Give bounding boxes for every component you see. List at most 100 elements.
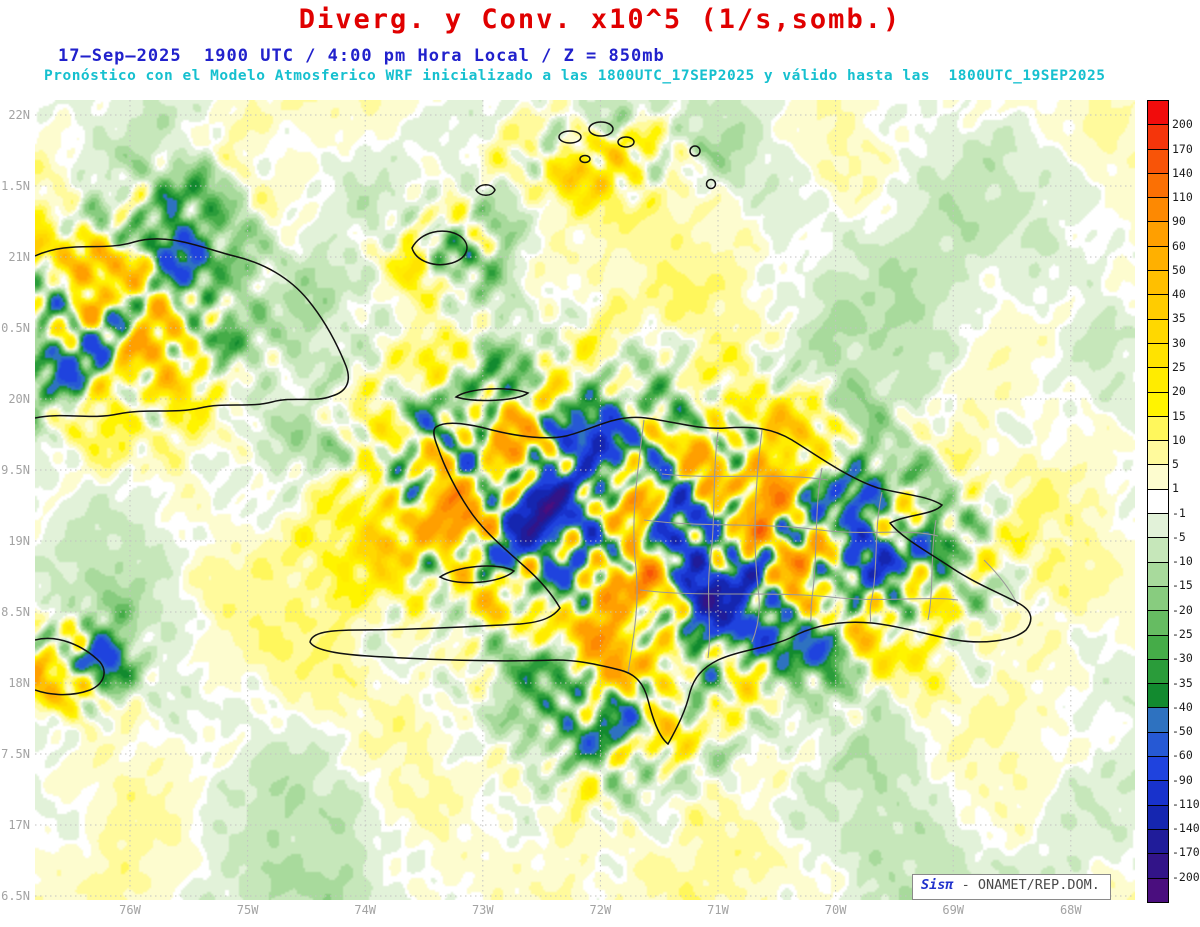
- colorbar-segment: [1148, 125, 1168, 150]
- gonave-island: [438, 565, 516, 584]
- lon-tick-label: 71W: [707, 903, 729, 917]
- lon-tick-label: 75W: [236, 903, 259, 917]
- jamaica-coastline: [35, 637, 105, 696]
- lat-tick-label: 19N: [8, 534, 30, 548]
- colorbar-segment: [1148, 343, 1168, 369]
- attribution-org: [954, 877, 962, 893]
- province-border: [707, 431, 719, 659]
- lat-tick-label: 18N: [8, 676, 30, 690]
- colorbar-segment: [1148, 659, 1168, 685]
- colorbar-tick-label: -200: [1172, 869, 1200, 884]
- colorbar-tick-label: 40: [1172, 287, 1186, 302]
- province-border: [661, 473, 829, 481]
- colorbar-tick-label: -1: [1172, 505, 1186, 520]
- latlon-gridlines: [35, 100, 1135, 900]
- colorbar-segment: [1148, 684, 1168, 709]
- province-border: [869, 491, 883, 623]
- great-inagua-island: [411, 230, 468, 266]
- colorbar-segment: [1148, 392, 1168, 417]
- colorbar-tick-label: 110: [1172, 190, 1193, 205]
- attribution-text: - ONAMET/REP.DOM.: [961, 877, 1100, 893]
- colorbar-segment: [1148, 368, 1168, 393]
- colorbar-tick-label: -20: [1172, 602, 1193, 617]
- colorbar-segment: [1148, 829, 1168, 855]
- colorbar-tick-label: 200: [1172, 117, 1193, 132]
- lat-tick-label: 0.5N: [1, 321, 30, 335]
- colorbar-tick-label: -35: [1172, 675, 1193, 690]
- colorbar-tick-label: 1: [1172, 481, 1179, 496]
- haiti-dr-border: [627, 419, 645, 675]
- colorbar-tick-label: 140: [1172, 165, 1193, 180]
- colorbar-segment: [1148, 514, 1168, 539]
- colorbar-tick-label: -170: [1172, 845, 1200, 860]
- colorbar-tick-label: 60: [1172, 238, 1186, 253]
- province-border: [643, 519, 939, 537]
- colorbar-segment: [1148, 586, 1168, 612]
- colorbar-tick-label: 35: [1172, 311, 1186, 326]
- province-border: [927, 519, 937, 621]
- caicos-island: [558, 130, 582, 144]
- lon-tick-label: 74W: [354, 903, 377, 917]
- lon-tick-label: 73W: [471, 903, 494, 917]
- attribution-brand: Sisπ: [921, 877, 954, 893]
- colorbar-tick-label: -60: [1172, 748, 1193, 763]
- colorbar-tick-label: 50: [1172, 262, 1186, 277]
- lon-tick-label: 76W: [119, 903, 141, 917]
- colorbar-tick-label: 90: [1172, 214, 1186, 229]
- lat-tick-label: 6.5N: [1, 889, 30, 903]
- colorbar-tick-label: -30: [1172, 651, 1193, 666]
- colorbar-segment: [1148, 246, 1168, 272]
- lat-tick-label: 17N: [8, 818, 30, 832]
- caicos-island: [588, 121, 614, 137]
- colorbar-tick-label: -40: [1172, 699, 1193, 714]
- page-title: Diverg. y Conv. x10^5 (1/s,somb.): [298, 4, 902, 35]
- colorbar-segment: [1148, 538, 1168, 563]
- colorbar-tick-label: 20: [1172, 384, 1186, 399]
- colorbar-tick-label: 10: [1172, 432, 1186, 447]
- colorbar-tick-label: -90: [1172, 772, 1193, 787]
- lat-tick-label: 20N: [8, 392, 30, 406]
- colorbar-segment: [1148, 465, 1168, 490]
- colorbar-segment: [1148, 732, 1168, 758]
- colorbar-segment: [1148, 222, 1168, 247]
- colorbar-tick-label: -110: [1172, 796, 1200, 811]
- divergence-shaded-field: [35, 100, 1135, 900]
- colorbar-tick-label: -5: [1172, 529, 1186, 544]
- lon-tick-label: 70W: [824, 903, 847, 917]
- province-border: [809, 467, 823, 623]
- lat-tick-label: 22N: [8, 108, 30, 122]
- hispaniola-coastline: [309, 416, 1032, 746]
- colorbar-segment: [1148, 295, 1168, 320]
- cuba-coastline: [35, 238, 350, 419]
- valid-time-subtitle: 17–Sep–2025 1900 UTC / 4:00 pm Hora Loca…: [58, 46, 665, 66]
- map-overlay: [35, 100, 1135, 900]
- province-border: [751, 429, 763, 643]
- colorbar-segment: [1148, 489, 1168, 515]
- colorbar-tick-label: 170: [1172, 141, 1193, 156]
- colorbar-segment: [1148, 878, 1168, 902]
- caicos-island: [579, 154, 591, 164]
- colorbar-tick-label: 25: [1172, 360, 1186, 374]
- colorbar-segment: [1148, 708, 1168, 733]
- lat-tick-label: 21N: [8, 250, 30, 264]
- lat-tick-label: 9.5N: [1, 463, 30, 477]
- colorbar-segment: [1148, 319, 1168, 344]
- colorbar-segment: [1148, 441, 1168, 466]
- colorbar-segment: [1148, 611, 1168, 636]
- colorbar-tick-label: 15: [1172, 408, 1186, 423]
- colorbar-segment: [1148, 757, 1168, 782]
- lat-tick-label: 7.5N: [1, 747, 30, 761]
- caicos-island: [617, 136, 635, 148]
- colorbar-segment: [1148, 173, 1168, 199]
- colorbar-segment: [1148, 805, 1168, 830]
- turks-island: [689, 145, 701, 157]
- lon-tick-label: 69W: [942, 903, 965, 917]
- colorbar-tick-label: -140: [1172, 821, 1200, 836]
- colorbar-tick-label: -50: [1172, 724, 1193, 739]
- colorbar-segment: [1148, 149, 1168, 174]
- colorbar-segment: [1148, 198, 1168, 223]
- colorbar-segment: [1148, 562, 1168, 587]
- attribution-box: Sisπ - ONAMET/REP.DOM.: [912, 874, 1111, 900]
- province-border: [983, 559, 1019, 607]
